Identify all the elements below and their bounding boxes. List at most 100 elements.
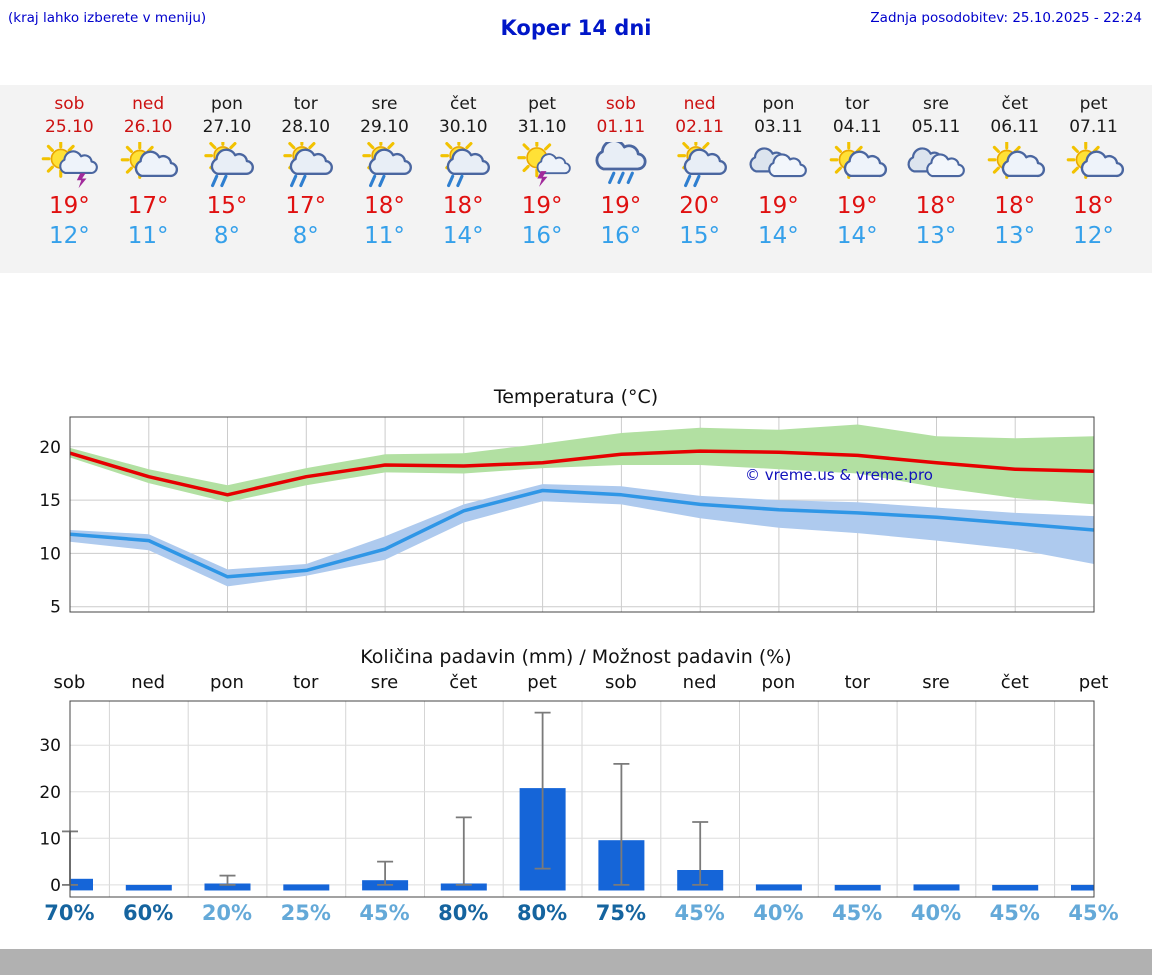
day-date: 28.10 — [281, 116, 331, 137]
precip-day-label: sre — [370, 672, 399, 693]
high-temp: 18° — [1073, 192, 1114, 219]
high-temp: 20° — [679, 192, 721, 219]
precip-probability-row: 70% 60% 20% 25% 45% 80% 80% 75% 45% 40% 45% 40% 45% 4… — [0, 901, 1152, 925]
weather-icon-box — [897, 141, 976, 193]
high-temp: 19° — [600, 192, 642, 219]
precip-day-label: čet — [449, 672, 478, 693]
precip-day-label: čet — [1000, 672, 1029, 693]
svg-text:10: 10 — [39, 829, 61, 849]
low-temp: 14° — [442, 222, 484, 249]
sun-cloud-icon — [829, 141, 888, 179]
forecast-day-27.10[interactable]: pon 27.10 15° 8° — [188, 85, 267, 273]
forecast-strip: sob 25.10 19° 12° ned 26.10 17° 11° pon 27.10 15° 8… — [0, 85, 1152, 273]
precip-day-label: pon — [761, 672, 796, 693]
forecast-day-02.11[interactable]: ned 02.11 20° 15° — [660, 85, 739, 273]
day-name: sob — [54, 94, 85, 114]
precip-day-label: pon — [210, 672, 244, 693]
day-name: sre — [923, 94, 949, 114]
sun-cloud-rain-icon — [440, 141, 491, 187]
low-temp: 13° — [915, 222, 957, 249]
high-temp: 18° — [994, 192, 1036, 219]
last-update: Zadnja posodobitev: 25.10.2025 - 22:24 — [870, 10, 1142, 26]
precip-probability: 75% — [595, 901, 646, 925]
precipitation-chart-title: Količina padavin (mm) / Možnost padavin … — [360, 646, 792, 668]
day-name: ned — [132, 94, 165, 114]
cloudy-icon — [907, 147, 965, 178]
menu-hint[interactable]: (kraj lahko izberete v meniju) — [8, 10, 207, 26]
low-temp: 13° — [994, 222, 1036, 249]
weather-icon-box — [109, 141, 188, 193]
temperature-chart: 5 10 15 20 © vreme.us & vreme.pro — [39, 416, 1095, 616]
sun-storm-icon — [517, 141, 571, 187]
forecast-day-05.11[interactable]: sre 05.11 18° 13° — [897, 85, 976, 273]
high-temp: 19° — [836, 192, 878, 219]
svg-text:5: 5 — [50, 598, 61, 616]
weather-icon-box — [188, 141, 267, 193]
low-temp: 8° — [292, 222, 319, 249]
svg-text:15: 15 — [39, 491, 61, 511]
day-name: tor — [293, 94, 318, 114]
weather-icon-box — [424, 141, 503, 193]
sun-cloud-storm-icon — [42, 141, 99, 188]
precip-probability: 80% — [516, 901, 568, 925]
day-date: 25.10 — [45, 116, 94, 137]
precip-day-label: sob — [604, 672, 637, 693]
low-temp: 14° — [836, 222, 878, 249]
sun-cloud-icon — [987, 141, 1045, 179]
low-temp: 11° — [364, 222, 405, 249]
precip-day-label: pet — [1078, 672, 1109, 693]
precip-day-label: ned — [131, 672, 166, 693]
forecast-day-06.11[interactable]: čet 06.11 18° 13° — [975, 85, 1054, 273]
forecast-day-07.11[interactable]: pet 07.11 18° 12° — [1054, 85, 1133, 273]
page-title: Koper 14 dni — [500, 16, 652, 40]
precip-day-label: ned — [682, 672, 717, 693]
precip-probability: 45% — [674, 901, 725, 925]
forecast-day-01.11[interactable]: sob 01.11 19° 16° — [581, 85, 660, 273]
weather-icon-box — [30, 141, 109, 193]
forecast-day-03.11[interactable]: pon 03.11 19° 14° — [739, 85, 818, 273]
precip-day-label: tor — [292, 672, 319, 693]
svg-text:30: 30 — [39, 736, 61, 756]
day-name: pon — [762, 94, 795, 114]
forecast-day-26.10[interactable]: ned 26.10 17° 11° — [109, 85, 188, 273]
sun-cloud-rain-icon — [283, 141, 333, 187]
rain-icon — [595, 141, 647, 184]
watermark-link[interactable]: © vreme.us & vreme.pro — [745, 466, 933, 484]
forecast-day-04.11[interactable]: tor 04.11 19° 14° — [818, 85, 897, 273]
forecast-day-25.10[interactable]: sob 25.10 19° 12° — [30, 85, 109, 273]
weather-icon-box — [739, 141, 818, 193]
day-date: 06.11 — [990, 116, 1040, 137]
high-temp: 19° — [758, 192, 799, 219]
high-temp: 18° — [442, 192, 484, 219]
cloudy-icon — [749, 147, 808, 178]
precip-probability: 20% — [201, 901, 253, 925]
day-date: 07.11 — [1069, 116, 1118, 137]
forecast-day-29.10[interactable]: sre 29.10 18° 11° — [345, 85, 424, 273]
forecast-day-28.10[interactable]: tor 28.10 17° 8° — [266, 85, 345, 273]
low-temp: 11° — [127, 222, 169, 249]
day-name: pet — [528, 94, 557, 114]
low-temp: 15° — [679, 222, 721, 249]
precip-probability: 45% — [1068, 901, 1119, 925]
precip-probability: 40% — [910, 901, 962, 925]
forecast-day-31.10[interactable]: pet 31.10 19° 16° — [503, 85, 582, 273]
precip-probability: 45% — [359, 901, 410, 925]
day-date: 31.10 — [517, 116, 567, 137]
bottom-bar — [0, 949, 1152, 975]
high-temp: 17° — [285, 192, 327, 219]
precip-day-label: pet — [527, 672, 557, 693]
day-date: 27.10 — [202, 116, 252, 137]
weather-icon-box — [818, 141, 897, 193]
weather-icon-box — [503, 141, 582, 193]
weather-icon-box — [581, 141, 660, 193]
precip-day-label: sre — [922, 672, 950, 693]
day-date: 26.10 — [123, 116, 173, 137]
sun-cloud-icon — [1066, 141, 1124, 179]
day-date: 03.11 — [754, 116, 803, 137]
low-temp: 8° — [213, 222, 241, 249]
low-temp: 16° — [521, 222, 563, 249]
day-name: sre — [371, 94, 398, 114]
high-temp: 17° — [127, 192, 169, 219]
forecast-day-30.10[interactable]: čet 30.10 18° 14° — [424, 85, 503, 273]
low-temp: 14° — [758, 222, 799, 249]
